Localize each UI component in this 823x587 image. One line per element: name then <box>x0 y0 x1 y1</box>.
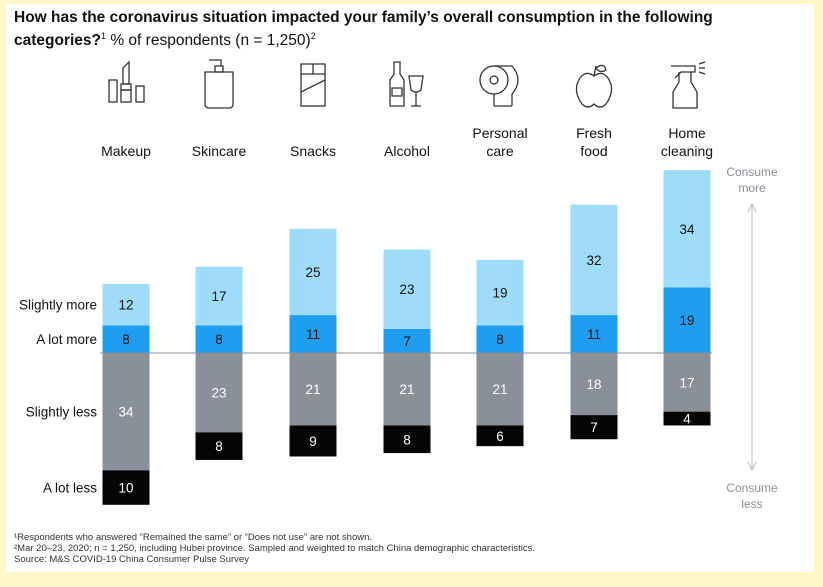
data-label: 17 <box>679 375 694 390</box>
consume-more-label: Consume <box>726 165 778 179</box>
bar-segment <box>476 353 524 426</box>
lipstick-icon <box>108 60 145 103</box>
bar-segment <box>102 470 150 505</box>
data-label: 23 <box>399 282 414 297</box>
bar-segment <box>663 411 711 426</box>
data-label: 10 <box>118 481 133 496</box>
bar-segment <box>663 170 711 288</box>
bar-segment <box>383 328 431 353</box>
data-label: 4 <box>683 412 691 427</box>
data-label: 11 <box>587 327 601 342</box>
data-label: 19 <box>492 286 507 301</box>
bar-segment <box>383 249 431 329</box>
consume-less-label: less <box>741 497 762 511</box>
data-label: 8 <box>403 432 411 447</box>
category-label: Home cleaning <box>661 125 713 159</box>
data-label: 9 <box>309 434 317 449</box>
title-question: How has the coronavirus situation impact… <box>14 9 713 50</box>
pump-bottle-icon <box>204 59 234 109</box>
series-label: Slightly more <box>19 298 97 313</box>
bar-segment <box>476 259 524 326</box>
bar-segment <box>476 425 524 447</box>
bar-segment <box>102 284 150 326</box>
arrow-down-icon <box>747 461 757 472</box>
arrow-up-icon <box>747 202 757 213</box>
category-label: Fresh food <box>576 125 612 159</box>
data-label: 21 <box>492 382 507 397</box>
bar-segment <box>570 353 618 416</box>
title-subtitle-footnote-ref: 2 <box>310 31 316 41</box>
title-question-footnote-ref: 1 <box>101 31 107 41</box>
bar-segment <box>195 432 243 460</box>
apple-icon <box>575 64 613 108</box>
data-label: 34 <box>679 222 695 237</box>
footnote-source: Source: M&S COVID-19 China Consumer Puls… <box>14 554 249 565</box>
bar-segment <box>663 353 711 412</box>
data-label: 23 <box>211 386 226 401</box>
series-label: A lot more <box>36 332 97 347</box>
bar-segment <box>570 204 618 316</box>
bar-segment <box>102 353 150 471</box>
toilet-paper-icon <box>479 65 519 107</box>
data-label: 25 <box>305 265 320 280</box>
chart-title: How has the coronavirus situation impact… <box>14 8 774 50</box>
data-label: 12 <box>118 298 133 313</box>
data-label: 8 <box>122 332 130 347</box>
bar-segment <box>383 353 431 426</box>
title-subtitle: % of respondents (n = 1,250) <box>110 32 311 50</box>
consume-more-label: more <box>738 181 766 195</box>
category-label: Snacks <box>290 143 336 159</box>
series-label: A lot less <box>43 481 97 496</box>
bar-segment <box>383 425 431 454</box>
bar-segment <box>570 415 618 440</box>
bar-segment <box>195 266 243 326</box>
spray-bottle-icon <box>671 61 706 109</box>
category-label: Makeup <box>101 143 151 159</box>
data-label: 6 <box>496 429 504 444</box>
data-label: 8 <box>496 332 504 347</box>
data-label: 21 <box>305 382 320 397</box>
footnotes: ¹Respondents who answered “Remained the … <box>14 532 535 565</box>
bar-segment <box>195 325 243 353</box>
series-label: Slightly less <box>26 405 98 420</box>
bar-segment <box>289 315 337 353</box>
bar-segment <box>102 325 150 353</box>
data-label: 8 <box>215 439 223 454</box>
data-label: 34 <box>118 405 134 420</box>
bar-segment <box>289 228 337 316</box>
bottle-and-glass-icon <box>389 61 424 107</box>
bar-segment <box>663 287 711 353</box>
bar-segment <box>570 315 618 353</box>
data-label: 7 <box>590 420 598 435</box>
data-label: 21 <box>399 382 414 397</box>
data-label: 32 <box>586 253 601 268</box>
footnote-1: ¹Respondents who answered “Remained the … <box>14 532 373 543</box>
bar-segment <box>289 353 337 426</box>
data-label: 17 <box>211 289 226 304</box>
data-label: 19 <box>679 313 694 328</box>
footnote-2: ²Mar 20–23, 2020; n = 1,250, including H… <box>14 543 535 554</box>
bar-segment <box>476 325 524 353</box>
consume-less-label: Consume <box>726 481 778 495</box>
snack-bar-icon <box>300 63 326 107</box>
data-label: 8 <box>215 332 223 347</box>
data-label: 11 <box>306 327 320 342</box>
data-label: 18 <box>586 377 601 392</box>
category-label: Skincare <box>192 143 247 159</box>
category-label: Alcohol <box>384 143 430 159</box>
bar-segment <box>195 353 243 433</box>
data-label: 7 <box>403 334 411 349</box>
category-label: Personal care <box>472 125 527 159</box>
bar-segment <box>289 425 337 457</box>
